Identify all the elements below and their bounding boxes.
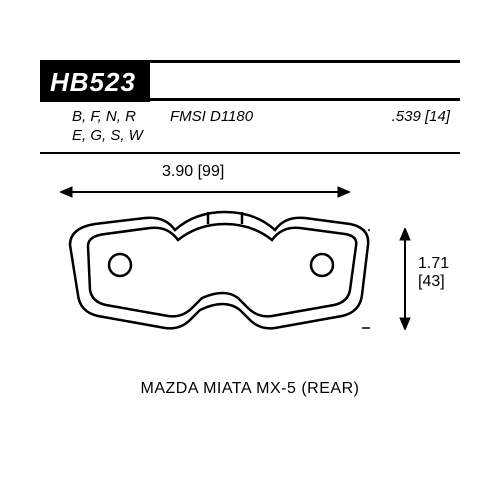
pad-outline-diagram <box>50 210 370 350</box>
thickness-spec: .539 [14] <box>392 108 450 127</box>
height-inches: 1.71 <box>418 255 449 273</box>
thickness-inches: .539 <box>392 108 421 125</box>
height-label: 1.71 [43] <box>418 255 449 292</box>
application-caption: MAZDA MIATA MX-5 (REAR) <box>40 380 460 398</box>
width-label: 3.90 [99] <box>158 162 228 182</box>
width-inches: 3.90 <box>162 163 193 180</box>
height-dimension-arrow <box>395 228 415 330</box>
width-mm: [99] <box>198 163 225 180</box>
rule-under-badge <box>40 98 460 101</box>
spec-card: HB523 B, F, N, R E, G, S, W FMSI D1180 .… <box>40 60 460 440</box>
compound-line-1: B, F, N, R <box>72 108 143 127</box>
thickness-mm: [14] <box>425 108 450 125</box>
compound-codes: B, F, N, R E, G, S, W <box>72 108 143 146</box>
rule-bottom-header <box>40 152 460 154</box>
fmsi-code: FMSI D1180 <box>170 108 253 127</box>
height-mm: [43] <box>418 273 449 291</box>
width-dimension-arrow <box>60 182 350 202</box>
part-number-badge: HB523 <box>40 63 150 102</box>
compound-line-2: E, G, S, W <box>72 127 143 146</box>
